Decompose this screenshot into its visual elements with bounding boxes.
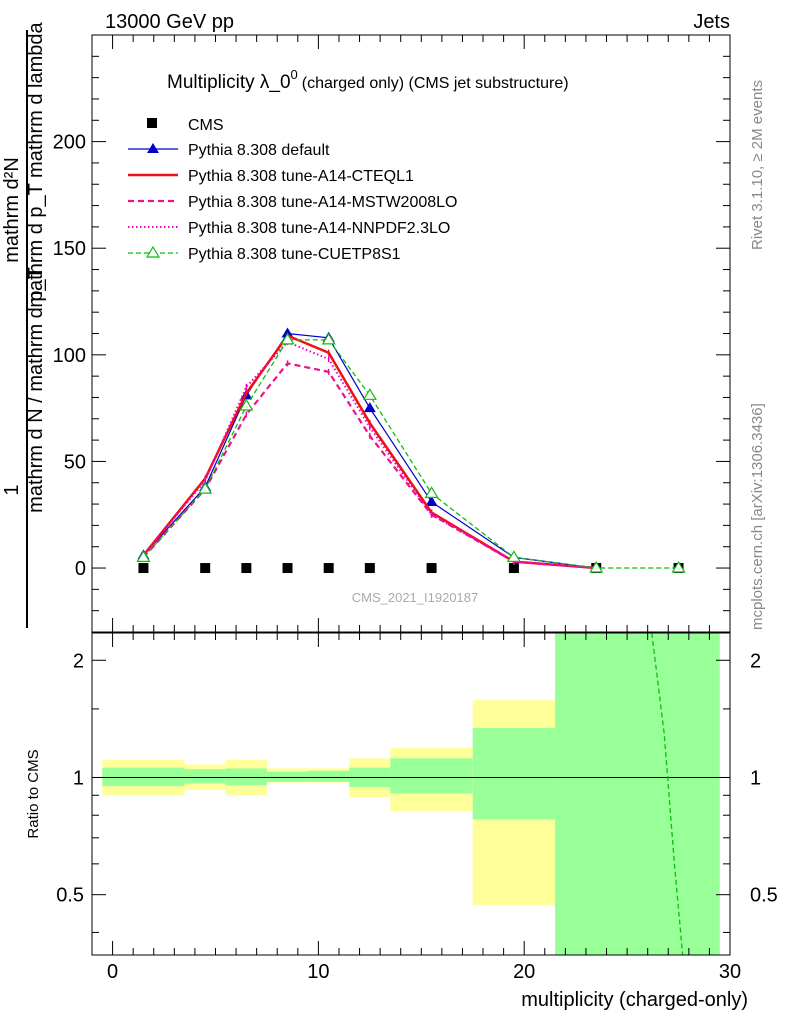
cuetp8s1-marker — [280, 332, 295, 345]
ratio-stat-uncertainty-band — [390, 758, 473, 794]
cuetp8s1-marker — [506, 550, 521, 562]
legend-marker-default — [147, 143, 159, 153]
default-marker — [281, 327, 294, 338]
legend-marker-cms — [147, 118, 157, 128]
legend-label-cuetp8s1: Pythia 8.308 tune-CUETP8S1 — [188, 246, 401, 263]
legend-label-mstw2008lo: Pythia 8.308 tune-A14-MSTW2008LO — [188, 194, 457, 211]
cuetp8s1-marker — [424, 486, 439, 499]
default-marker — [363, 402, 376, 413]
cms-data-point — [200, 563, 211, 574]
cuetp8s1-marker — [239, 398, 254, 411]
legend-entry-cteql1: Pythia 8.308 tune-A14-CTEQL1 — [128, 168, 414, 185]
ratio-stat-uncertainty-band — [102, 767, 185, 787]
header-process-label: Jets — [693, 11, 730, 33]
ratio-axes: 0.5 0.51 12 20 10 20 30 — [56, 633, 778, 983]
main-axes: 0 50 100 150 200 — [53, 35, 731, 632]
legend-entry-cuetp8s1: Pythia 8.308 tune-CUETP8S1 — [128, 245, 401, 263]
ratio-stat-uncertainty-band — [555, 633, 720, 955]
main-series-group — [136, 327, 686, 574]
cms-data-point — [282, 563, 293, 574]
plot-title: Multiplicity λ_00 (charged only) (CMS jet… — [167, 67, 569, 93]
main-ytick-label: 100 — [53, 345, 86, 367]
cuetp8s1-marker — [198, 481, 213, 494]
series-line-1 — [143, 332, 597, 569]
ratio-ytick-label: 0.5 — [56, 885, 84, 907]
ratio-ytick-label-right: 0.5 — [750, 885, 778, 907]
cuetp8s1-marker — [671, 560, 686, 573]
legend-label-cms: CMS — [188, 117, 224, 134]
legend-label-nnpdf23lo: Pythia 8.308 tune-A14-NNPDF2.3LO — [188, 220, 450, 237]
cms-data-point — [241, 563, 252, 574]
plot-title-sup: 0 — [291, 67, 298, 82]
main-ytick-label: 200 — [53, 132, 86, 154]
ratio-y-label: Ratio to CMS — [25, 749, 42, 838]
ratio-xtick-label: 20 — [513, 961, 535, 983]
series-line-4 — [142, 340, 597, 570]
plot-title-main: Multiplicity λ_0 — [167, 72, 291, 93]
y-axis-label: 1 mathrm d N / mathrm d p_T mathrm d²N m… — [1, 21, 47, 628]
y-label-right-denominator: mathrm d p_T mathrm d lambda — [25, 21, 47, 307]
series-line-5 — [142, 339, 679, 569]
legend-label-cteql1: Pythia 8.308 tune-A14-CTEQL1 — [188, 168, 414, 185]
main-ytick-label: 150 — [53, 238, 86, 260]
ratio-ytick-label: 1 — [73, 767, 84, 789]
ratio-bands-group — [92, 633, 730, 955]
ratio-stat-uncertainty-band — [184, 769, 226, 784]
cms-data-point — [426, 563, 437, 574]
ratio-stat-uncertainty-band — [472, 727, 556, 820]
cuetp8s1-marker — [136, 550, 151, 562]
main-ytick-label: 0 — [75, 558, 86, 580]
ratio-stat-uncertainty-band — [225, 768, 267, 786]
legend-entry-nnpdf23lo: Pythia 8.308 tune-A14-NNPDF2.3LO — [128, 220, 450, 237]
main-ytick-label: 50 — [64, 451, 86, 473]
cms-data-point — [508, 563, 519, 574]
cms-data-point — [323, 563, 334, 574]
legend-label-default: Pythia 8.308 default — [188, 142, 330, 159]
ratio-ytick-label-right: 2 — [750, 650, 761, 672]
cuetp8s1-marker — [589, 560, 604, 573]
cuetp8s1-marker — [362, 388, 377, 400]
plot-title-sub: (charged only) (CMS jet substructure) — [302, 75, 569, 92]
ratio-stat-uncertainty-band — [308, 770, 350, 782]
header-energy-label: 13000 GeV pp — [105, 11, 234, 33]
ratio-xtick-label: 10 — [307, 961, 329, 983]
ratio-ytick-label-right: 1 — [750, 767, 761, 789]
legend-marker-cuetp8s1 — [145, 245, 161, 258]
ratio-lines-group — [651, 632, 684, 956]
x-axis-label: multiplicity (charged-only) — [521, 989, 748, 1011]
legend-entry-default: Pythia 8.308 default — [128, 142, 330, 159]
legend-entry-cms: CMS — [147, 117, 224, 134]
analysis-watermark: CMS_2021_I1920187 — [352, 590, 479, 605]
ratio-panel-frame — [91, 632, 731, 956]
ratio-ytick-label: 2 — [73, 650, 84, 672]
legend-entry-mstw2008lo: Pythia 8.308 tune-A14-MSTW2008LO — [128, 194, 457, 211]
rivet-version-label: Rivet 3.1.10, ≥ 2M events — [749, 80, 766, 250]
ratio-line-cuetp8s1 — [651, 632, 684, 956]
legend: CMS Pythia 8.308 default Pythia 8.308 tu… — [128, 117, 457, 263]
cuetp8s1-marker — [321, 332, 336, 345]
cms-data-point — [138, 563, 149, 574]
y-label-right-numerator: mathrm d²N — [1, 157, 23, 263]
cms-data-point — [364, 563, 375, 574]
ratio-xtick-label: 0 — [107, 961, 118, 983]
default-marker — [425, 495, 438, 506]
y-label-denominator: mathrm d N / mathrm d p_T — [25, 267, 47, 513]
y-label-numerator: 1 — [1, 484, 23, 495]
ratio-stat-uncertainty-band — [266, 771, 309, 782]
series-line-2 — [142, 334, 597, 570]
ratio-xtick-label: 30 — [719, 961, 741, 983]
mcplots-label: mcplots.cern.ch [arXiv:1306.3436] — [749, 403, 766, 630]
